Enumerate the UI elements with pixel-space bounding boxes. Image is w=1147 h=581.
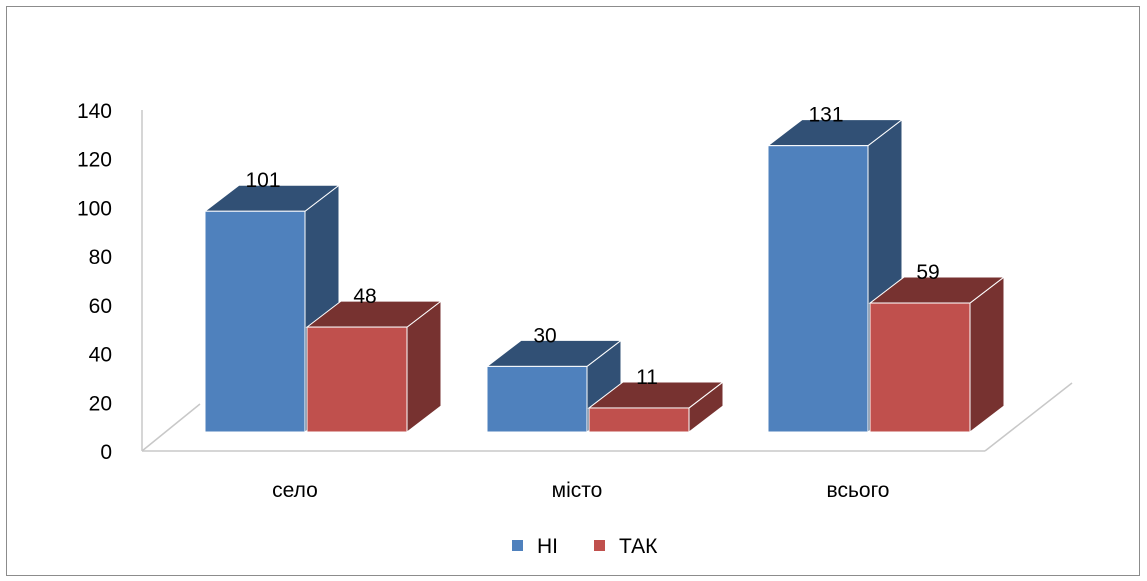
data-label: 11	[636, 366, 658, 389]
category-label: село	[272, 479, 318, 502]
bar	[204, 210, 306, 433]
y-tick-label: 60	[89, 295, 112, 318]
y-tick-label: 20	[89, 392, 112, 415]
bar	[767, 145, 869, 433]
data-label: 131	[808, 104, 843, 127]
category-label: всього	[827, 479, 890, 502]
data-label: 48	[353, 285, 376, 308]
bar	[306, 326, 408, 433]
legend-swatch	[512, 540, 523, 551]
y-tick-label: 0	[100, 441, 112, 464]
y-tick-label: 140	[77, 100, 112, 123]
category-label: місто	[552, 479, 603, 502]
y-tick-label: 100	[77, 197, 112, 220]
y-tick-label: 40	[89, 344, 112, 367]
floor-right-edge	[984, 382, 1073, 452]
bar	[486, 365, 588, 433]
data-label: 59	[916, 261, 939, 284]
y-tick-label: 120	[77, 149, 112, 172]
bar	[588, 407, 690, 433]
y-tick-label: 80	[89, 246, 112, 269]
data-label: 101	[245, 169, 280, 192]
bar	[869, 302, 971, 433]
legend-label: ТАК	[619, 535, 658, 558]
data-label: 30	[533, 324, 556, 347]
floor-left-edge	[141, 403, 201, 452]
bar-side-face	[969, 276, 1005, 434]
legend-label: НІ	[537, 535, 558, 558]
legend-swatch	[594, 540, 605, 551]
